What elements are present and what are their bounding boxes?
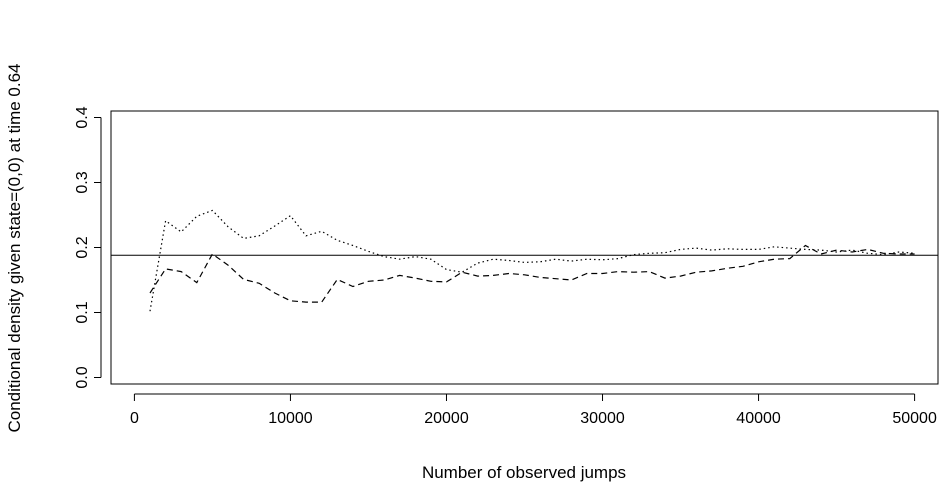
- x-axis-title: Number of observed jumps: [422, 463, 626, 482]
- x-tick-label: 40000: [736, 410, 781, 427]
- y-tick-label: 0.0: [74, 366, 91, 388]
- y-axis: 0.0 0.1 0.2 0.3 0.4: [74, 106, 102, 389]
- x-axis: 0 10000 20000 30000 40000 50000: [130, 393, 937, 427]
- plot-area: [111, 209, 938, 312]
- y-tick-label: 0.3: [74, 171, 91, 193]
- y-tick-label: 0.4: [74, 106, 91, 128]
- x-tick-label: 50000: [892, 410, 937, 427]
- y-tick-label: 0.2: [74, 236, 91, 258]
- x-tick-label: 10000: [268, 410, 313, 427]
- x-tick-label: 30000: [580, 410, 625, 427]
- x-tick-label: 0: [130, 410, 139, 427]
- y-tick-label: 0.1: [74, 301, 91, 323]
- x-tick-label: 20000: [424, 410, 469, 427]
- y-axis-title: Conditional density given state=(0,0) at…: [5, 63, 24, 432]
- series-line-dashed: [149, 244, 915, 303]
- plot-frame: [110, 110, 939, 385]
- series-line-dotted: [149, 209, 915, 312]
